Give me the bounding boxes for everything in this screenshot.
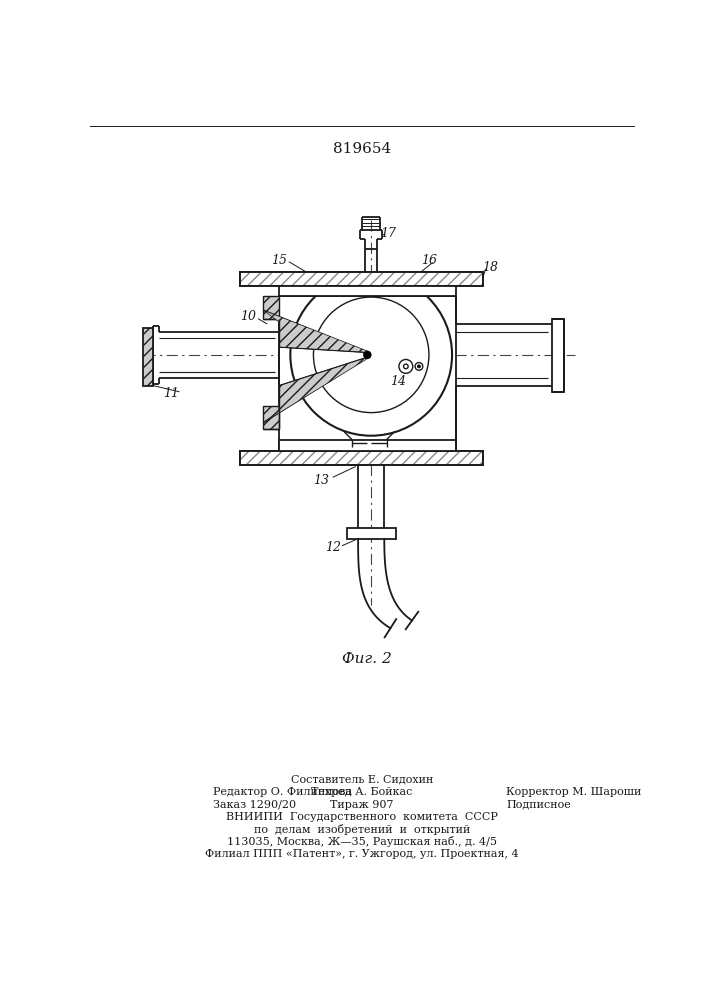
Bar [279,296,456,451]
Bar [264,296,279,319]
Text: Фиг. 2: Фиг. 2 [342,652,392,666]
Text: 10: 10 [240,310,256,323]
Text: по  делам  изобретений  и  открытий: по делам изобретений и открытий [254,824,470,835]
Text: 12: 12 [325,541,341,554]
Bar [279,286,456,296]
Bar [264,406,279,429]
Text: Корректор М. Шароши: Корректор М. Шароши [506,787,641,797]
Text: Филиал ППП «Патент», г. Ужгород, ул. Проектная, 4: Филиал ППП «Патент», г. Ужгород, ул. Про… [205,849,519,859]
Text: Заказ 1290/20: Заказ 1290/20 [214,800,296,810]
Bar [240,451,483,465]
Circle shape [417,365,421,368]
Text: 14: 14 [390,375,406,388]
Text: 113035, Москва, Ж—35, Раушская наб., д. 4/5: 113035, Москва, Ж—35, Раушская наб., д. … [227,836,497,847]
Text: Тираж 907: Тираж 907 [330,800,394,810]
Bar [240,272,483,286]
Text: 18: 18 [483,261,498,274]
Bar [279,440,456,451]
Bar [552,319,564,392]
Text: Техред А. Бойкас: Техред А. Бойкас [311,787,413,797]
Text: Редактор О. Филиппова: Редактор О. Филиппова [214,787,353,797]
Polygon shape [264,310,368,353]
Text: 13: 13 [313,474,329,487]
Text: 17: 17 [380,227,396,240]
Bar [240,451,483,465]
Text: 15: 15 [271,254,287,267]
Text: Подписное: Подписное [506,800,571,810]
Text: 11: 11 [163,387,179,400]
Text: 819654: 819654 [333,142,391,156]
Bar [346,528,396,539]
Text: ВНИИПИ  Государственного  комитета  СССР: ВНИИПИ Государственного комитета СССР [226,812,498,822]
Polygon shape [264,357,368,423]
Bar [143,328,153,386]
Text: Составитель Е. Сидохин: Составитель Е. Сидохин [291,775,433,785]
Bar [240,451,483,465]
Bar [240,272,483,286]
Text: 16: 16 [421,254,437,267]
Bar [240,272,483,286]
Circle shape [363,351,371,359]
